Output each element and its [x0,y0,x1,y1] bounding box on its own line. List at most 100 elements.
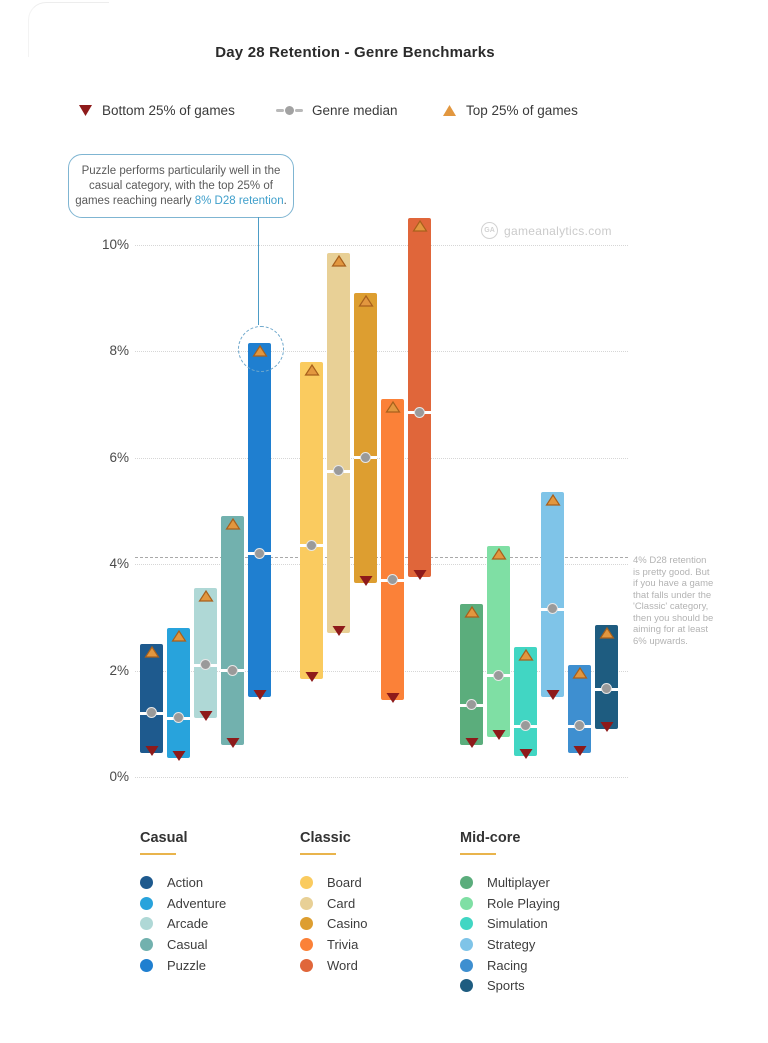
bottom-25-marker-icon [305,671,318,682]
median-marker [332,465,344,477]
legend-item-casino: Casino [300,913,367,934]
y-tick-label: 4% [109,556,129,572]
highlight-circle [237,326,284,373]
watermark: GA gameanalytics.com [481,222,612,239]
callout-annotation: Puzzle performs particularily well in th… [68,154,294,218]
y-tick-label: 10% [101,237,129,252]
legend-item-multiplayer: Multiplayer [460,872,560,893]
median-marker [546,603,558,615]
bottom-25-marker-icon [600,722,613,733]
bottom-25-marker-icon [573,746,586,757]
callout-highlight-text: 8% D28 retention [194,194,284,207]
legend-dot-sports [460,979,473,993]
callout-connector-line [258,217,259,325]
bar-puzzle [248,343,271,701]
legend-dot-simulation [460,917,473,931]
legend-underline [460,853,496,855]
legend-dot-word [300,958,313,972]
bar-casual [221,516,244,749]
legend-dot-adventure [140,896,153,910]
down-triangle-icon [79,104,92,116]
legend-group-casual: Casual Action Adventure Arcade Casual Puzzle [140,830,226,975]
bar-sports [595,625,618,733]
legend-label: Racing [487,957,528,973]
legend-dot-role-playing [460,896,473,910]
bar-racing [568,665,591,757]
watermark-text: gameanalytics.com [504,223,612,238]
legend-top25: Top 25% of games [442,101,578,119]
y-tick-label: 6% [109,449,129,465]
median-marker [465,699,477,711]
legend-dot-multiplayer [460,875,473,889]
legend-item-simulation: Simulation [460,913,560,934]
legend-dot-racing [460,958,473,972]
top-25-marker-icon [303,363,320,376]
bar-simulation [514,646,537,759]
y-tick-label: 8% [109,343,129,359]
legend-item-role-playing: Role Playing [460,893,560,914]
median-marker [413,406,425,418]
bottom-25-marker-icon [413,570,426,581]
legend-label: Board [327,874,362,890]
median-marker [199,659,211,671]
median-marker [359,451,371,463]
legend-item-adventure: Adventure [140,893,226,914]
bar-multiplayer [460,604,483,749]
legend-item-casual: Casual [140,934,226,955]
median-marker [172,712,184,724]
grid-line-0pct: 0% [109,769,628,784]
bar-action [140,644,163,757]
legend-item-strategy: Strategy [460,934,560,955]
legend-dot-trivia [300,937,313,951]
legend-item-board: Board [300,872,367,893]
legend-bottom25-label: Bottom 25% of games [102,102,235,118]
median-marker [573,720,585,732]
legend-label: Arcade [167,916,209,932]
bottom-25-marker-icon [359,575,372,586]
bar-board [300,362,323,682]
legend-dot-strategy [460,937,473,951]
legend-group-title: Casual [140,830,188,846]
legend-label: Word [327,957,358,973]
legend-label: Casual [167,936,208,952]
top-25-marker-icon [490,547,507,560]
legend-group-title: Mid-core [460,830,521,846]
legend-label: Casino [327,916,368,932]
legend-item-sports: Sports [460,975,560,996]
legend-median-label: Genre median [312,102,398,118]
legend-item-word: Word [300,955,367,976]
legend-item-racing: Racing [460,955,560,976]
median-marker [386,574,398,586]
legend-item-puzzle: Puzzle [140,955,226,976]
legend-dot-action [140,875,153,889]
y-tick-label: 0% [109,769,129,784]
legend-dot-puzzle [140,958,153,972]
median-glyph-icon [276,105,303,115]
legend-item-card: Card [300,893,367,914]
bottom-25-marker-icon [199,711,212,722]
top-25-marker-icon [357,294,374,307]
bar-trivia [381,399,404,703]
legend-group-mid-core: Mid-core Multiplayer Role Playing Simulatio… [460,830,560,996]
bottom-25-marker-icon [226,738,239,749]
bar-card [327,252,350,637]
grid-line-10pct: 10% [102,237,628,252]
up-triangle-icon [443,104,456,116]
median-marker [226,664,238,676]
callout-line2: casual category, with the top 25% of [89,179,273,192]
top-25-marker-icon [598,627,615,639]
gameanalytics-logo-icon: GA [481,222,498,239]
bottom-25-marker-icon [253,690,266,701]
top-25-marker-icon [330,254,347,267]
top-25-marker-icon [170,629,187,642]
legend-label: Sports [487,978,525,994]
top-25-marker-icon [224,518,241,530]
callout-line3: games reaching nearly 8% D28 retention. [75,194,287,207]
bottom-25-marker-icon [172,751,185,762]
legend-underline [300,853,336,855]
top-25-marker-icon [197,590,214,602]
legend-label: Puzzle [167,957,207,973]
legend-label: Action [167,874,204,890]
bottom-25-marker-icon [145,746,158,757]
